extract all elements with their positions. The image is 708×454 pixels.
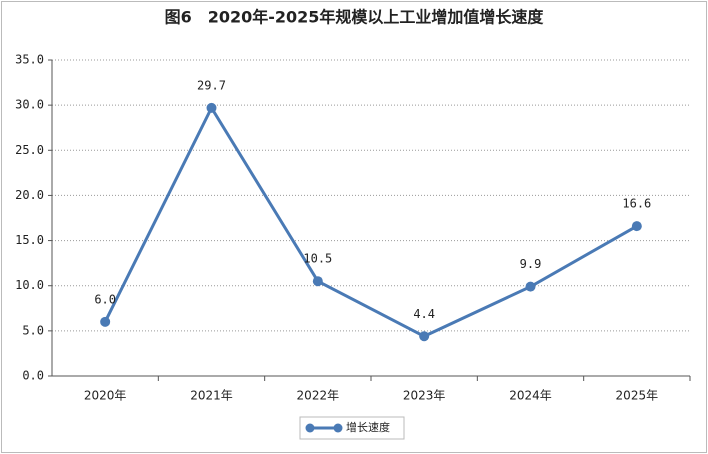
- legend-marker: [333, 423, 343, 433]
- data-label: 16.6: [622, 197, 651, 211]
- marker: [631, 221, 642, 232]
- y-tick-label: 20.0: [15, 188, 44, 202]
- marker: [419, 331, 430, 342]
- chart-title: 图6 2020年-2025年规模以上工业增加值增长速度: [165, 8, 545, 27]
- y-tick-label: 0.0: [22, 369, 44, 383]
- legend-label: 增长速度: [346, 420, 390, 434]
- y-tick-label: 5.0: [22, 323, 44, 337]
- data-label: 29.7: [197, 78, 226, 92]
- data-label: 6.0: [94, 292, 116, 306]
- x-tick-label: 2023年: [403, 389, 446, 403]
- legend-box: [299, 416, 405, 440]
- y-tick-label: 15.0: [15, 233, 44, 247]
- x-tick-label: 2021年: [190, 389, 233, 403]
- data-label: 4.4: [413, 307, 435, 321]
- y-tick-label: 10.0: [15, 278, 44, 292]
- y-tick-label: 30.0: [15, 98, 44, 112]
- x-tick-label: 2020年: [84, 389, 127, 403]
- data-label: 9.9: [520, 257, 542, 271]
- marker: [525, 281, 536, 292]
- marker: [206, 102, 217, 113]
- y-tick-label: 35.0: [15, 53, 44, 67]
- x-tick-label: 2022年: [297, 389, 340, 403]
- legend-marker: [305, 423, 315, 433]
- data-label: 10.5: [303, 252, 332, 266]
- y-tick-label: 25.0: [15, 143, 44, 157]
- x-tick-label: 2024年: [509, 389, 552, 403]
- marker: [100, 316, 111, 327]
- line: [103, 104, 638, 338]
- x-tick-label: 2025年: [616, 389, 659, 403]
- marker: [312, 276, 323, 287]
